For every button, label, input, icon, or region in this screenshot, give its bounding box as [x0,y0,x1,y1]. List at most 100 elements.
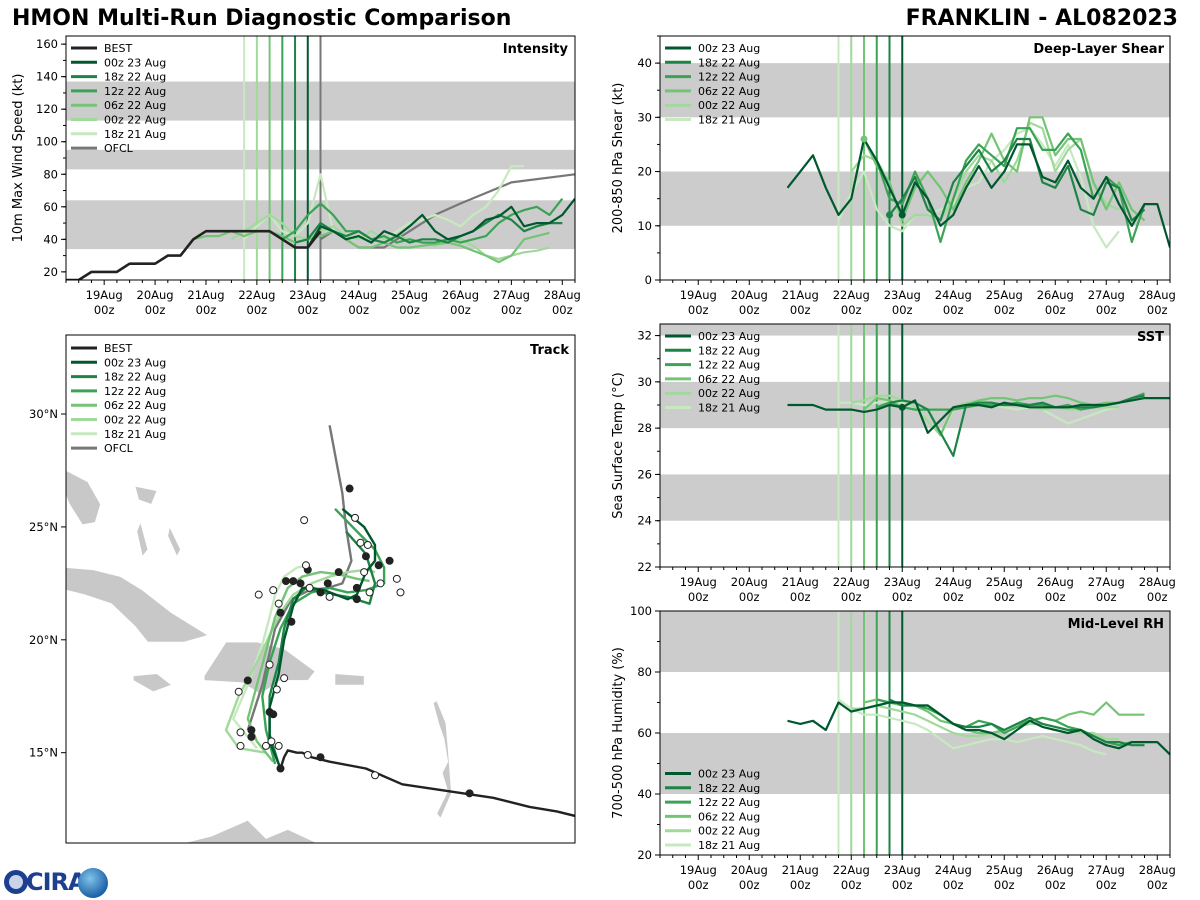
shear-band-2 [660,63,1170,118]
y-tick-label: 100 [36,135,58,149]
y-tick-label: 100 [630,604,652,618]
y-tick-label: 30 [637,375,652,389]
sst-band-3 [660,324,1170,336]
x-tick-label: 24Aug [935,575,972,589]
land-jamaica [133,673,173,693]
track-marker-45 [301,561,310,570]
legend-entry-00z-23-aug: 00z 23 Aug [104,56,166,69]
x-tick-label-hour: 00z [1045,878,1066,892]
x-tick-label: 22Aug [238,288,275,302]
shear-x-axis: 19Aug00z20Aug00z21Aug00z22Aug00z23Aug00z… [659,280,1176,317]
rh-y-axis: 20 40 60 80 100 [630,604,660,862]
track-marker-3 [316,753,325,762]
x-tick-label: 23Aug [884,863,921,877]
rh-band-1 [660,733,1170,794]
intensity-series-06z-22-aug [193,230,550,264]
intensity-x-axis: 19Aug00z20Aug00z21Aug00z22Aug00z23Aug00z… [65,280,581,317]
intensity-panel-title: Intensity [503,42,569,57]
track-marker-9 [247,732,256,741]
legend-entry-06z-22-aug: 06z 22 Aug [698,810,760,823]
legend-entry-06z-22-aug: 06z 22 Aug [698,373,760,386]
x-tick-label-hour: 00z [892,303,913,317]
x-tick-label: 27Aug [1088,863,1125,877]
land-bahamas-c [167,525,181,557]
x-tick-label-hour: 00z [1045,303,1066,317]
track-marker-8 [261,741,270,750]
track-marker-41 [351,513,360,522]
legend-entry-best: BEST [104,342,132,355]
rh-series-00z-23-aug [787,701,1170,756]
legend-entry-18z-21-aug: 18z 21 Aug [104,428,166,441]
track-marker-33 [361,552,370,561]
legend-entry-18z-22-aug: 18z 22 Aug [698,344,760,357]
legend-entry-00z-22-aug: 00z 22 Aug [698,387,760,400]
shear-band-1 [660,171,1170,226]
land-hispaniola [203,641,316,695]
track-marker-24 [305,583,314,592]
track-marker-30 [365,588,374,597]
track-marker-10 [236,741,245,750]
rh-plot-area [660,611,1170,855]
y-tick-label: 20 [637,848,652,862]
track-marker-47 [289,577,298,586]
legend-entry-00z-22-aug: 00z 22 Aug [104,114,166,127]
track-marker-14 [247,726,256,735]
x-tick-label-hour: 00z [994,303,1015,317]
track-marker-29 [352,583,361,592]
x-tick-label: 22Aug [833,288,870,302]
x-tick-label-hour: 00z [790,878,811,892]
y-tick-label: 25°N [29,520,58,534]
intensity-chart: 2040608010012014016019Aug00z20Aug00z21Au… [11,35,581,317]
shear-marker-3 [860,135,868,143]
x-tick-label-hour: 00z [994,878,1015,892]
y-tick-label: 60 [43,200,58,214]
y-tick-label: 80 [637,665,652,679]
x-tick-label-hour: 00z [841,303,862,317]
track-marker-32 [374,561,383,570]
rh-x-axis: 19Aug00z20Aug00z21Aug00z22Aug00z23Aug00z… [659,855,1176,892]
sst-band-1 [660,474,1170,521]
track-marker-46 [254,590,263,599]
x-tick-label: 24Aug [935,288,972,302]
x-tick-label-hour: 00z [1045,590,1066,604]
intensity-plot-area [66,36,575,280]
rh-series-18z-21-aug [837,698,1107,756]
track-marker-4 [303,750,312,759]
x-tick-label-hour: 00z [739,590,760,604]
track-series-best [279,749,575,818]
track-marker-18 [287,617,296,626]
x-tick-label-hour: 00z [841,878,862,892]
x-tick-label: 26Aug [1037,288,1074,302]
intensity-y-axis: 20 40 60 80 100 120 140 160 [36,37,66,279]
land-florida [66,470,101,526]
x-tick-label-hour: 00z [943,878,964,892]
y-tick-label: 40 [637,56,652,70]
y-tick-label: 40 [43,232,58,246]
x-tick-label-hour: 00z [790,590,811,604]
land-bahamas-b [136,521,149,557]
x-tick-label: 26Aug [442,288,479,302]
shear-chart: 01020304019Aug00z20Aug00z21Aug00z22Aug00… [611,35,1176,317]
shear-y-axis: 0 10 20 30 40 [637,35,660,287]
sst-chart: 22242628303219Aug00z20Aug00z21Aug00z22Au… [611,323,1176,604]
logo-c-inner [9,875,23,889]
x-tick-label: 19Aug [680,863,717,877]
intensity-series-best [66,229,322,280]
x-tick-label: 23Aug [289,288,326,302]
track-y-axis: 15°N 20°N 25°N 30°N [29,407,66,760]
legend-entry-18z-21-aug: 18z 21 Aug [698,114,760,127]
legend-entry-00z-22-aug: 00z 22 Aug [104,414,166,427]
x-tick-label: 20Aug [731,575,768,589]
shear-panel-title: Deep-Layer Shear [1033,42,1164,57]
x-tick-label: 28Aug [1139,863,1176,877]
x-tick-label: 24Aug [340,288,377,302]
y-tick-label: 120 [36,102,58,116]
track-marker-22 [274,599,283,608]
intensity-series-00z-22-aug [230,213,550,260]
y-tick-label: 80 [43,167,58,181]
x-tick-label-hour: 00z [739,303,760,317]
y-tick-label: 30 [637,110,652,124]
sst-panel-title: SST [1137,330,1164,345]
